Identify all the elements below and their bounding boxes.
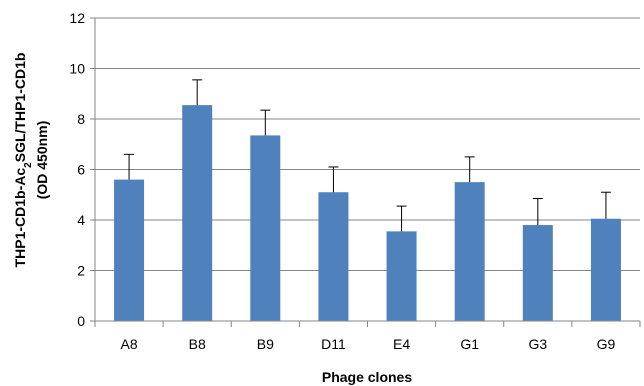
x-tick-label: G9 <box>597 336 616 352</box>
bar-G1 <box>454 182 485 321</box>
y-axis-title: THP1-CD1b-Ac2SGL/THP1-CD1b <box>12 53 34 268</box>
y-axis-title-subscript: 2 <box>23 162 34 168</box>
y-tick-label: 10 <box>69 61 85 77</box>
x-tick-label: G3 <box>528 336 547 352</box>
bar-G9 <box>590 218 621 321</box>
y-axis-title-prefix: THP1-CD1b-Ac <box>12 168 28 268</box>
y-tick-label: 6 <box>77 162 85 178</box>
x-tick-label: B8 <box>189 336 206 352</box>
bars <box>114 105 621 321</box>
gridlines <box>95 17 640 271</box>
x-tick-label: B9 <box>257 336 274 352</box>
error-bars <box>124 79 611 232</box>
y-tick-label: 8 <box>77 111 85 127</box>
y-tick-label: 4 <box>77 212 85 228</box>
x-tick-label: E4 <box>393 336 410 352</box>
x-axis-title: Phage clones <box>322 369 412 385</box>
bar-B8 <box>182 105 213 321</box>
bar-A8 <box>114 179 145 321</box>
y-tick-label: 0 <box>77 313 85 329</box>
bar-D11 <box>318 192 349 321</box>
y-axis-title-suffix: SGL/THP1-CD1b <box>12 53 28 163</box>
tick-labels: 0 2 4 6 8 10 12 A8 B8 B9 D11 E4 G1 G3 G9 <box>69 10 615 352</box>
x-tick-label: G1 <box>460 336 479 352</box>
y-tick-label: 2 <box>77 263 85 279</box>
bar-B9 <box>250 135 281 321</box>
x-tick-label: A8 <box>121 336 138 352</box>
bar-E4 <box>386 231 417 321</box>
axes <box>90 17 641 327</box>
bar-G3 <box>522 225 553 321</box>
y-tick-label: 12 <box>69 10 85 26</box>
y-axis-title-line2: (OD 450nm) <box>34 121 50 200</box>
x-tick-label: D11 <box>321 336 346 352</box>
